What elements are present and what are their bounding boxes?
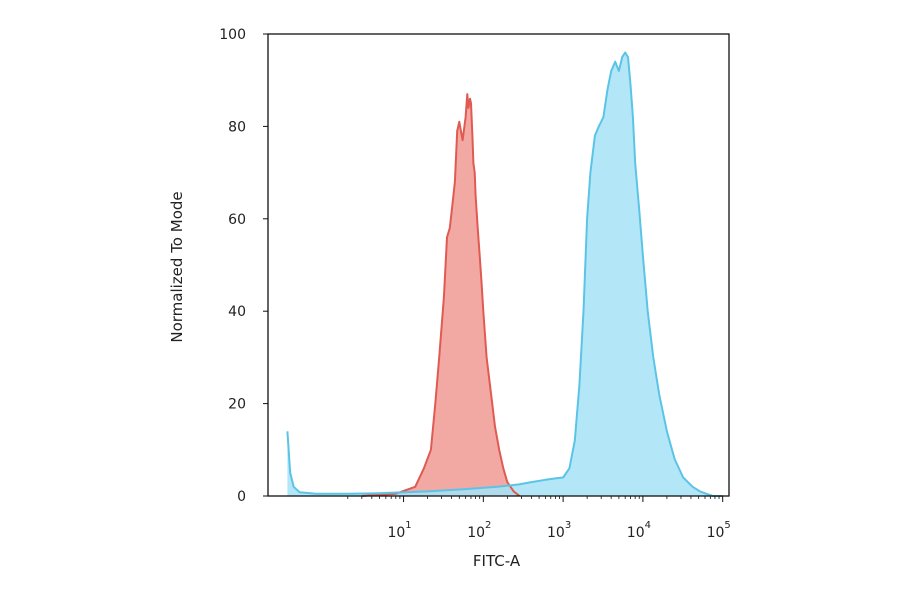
y-tick-label: 60 bbox=[228, 212, 246, 228]
y-axis: 0 20 40 60 80 100 bbox=[219, 27, 268, 505]
y-tick-label: 0 bbox=[237, 489, 246, 505]
y-tick-label: 100 bbox=[219, 27, 246, 43]
plot-frame bbox=[267, 33, 730, 497]
series-1-area bbox=[361, 94, 520, 496]
x-tick-label: 101 bbox=[387, 520, 411, 541]
y-tick-label: 40 bbox=[228, 304, 246, 320]
series-1-line bbox=[361, 93, 521, 497]
series-2-area bbox=[287, 52, 723, 496]
x-tick-label: 103 bbox=[547, 520, 571, 541]
y-axis-title: Normalized To Mode bbox=[168, 191, 186, 342]
x-tick-label: 102 bbox=[467, 520, 491, 541]
y-tick-label: 20 bbox=[228, 397, 246, 413]
x-axis-title: FITC-A bbox=[473, 552, 521, 570]
series-fills bbox=[287, 52, 723, 496]
series-2-line bbox=[286, 51, 723, 497]
x-tick-label: 104 bbox=[627, 520, 651, 541]
series-lines bbox=[286, 51, 723, 497]
x-tick-label: 105 bbox=[707, 520, 731, 541]
y-tick-label: 80 bbox=[228, 119, 246, 135]
x-axis: 101 102 103 104 105 bbox=[347, 496, 731, 541]
